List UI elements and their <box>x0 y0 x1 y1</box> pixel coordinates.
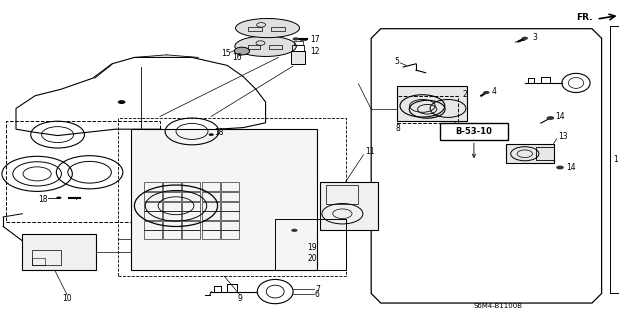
Bar <box>202 182 220 191</box>
Bar <box>202 221 220 230</box>
Bar <box>506 144 554 163</box>
Bar <box>248 45 260 49</box>
Bar <box>22 234 96 270</box>
Bar <box>536 147 554 160</box>
Text: 19: 19 <box>307 243 317 252</box>
Text: 3: 3 <box>532 33 538 42</box>
Bar <box>440 123 508 140</box>
Bar <box>291 51 305 64</box>
Circle shape <box>209 133 214 136</box>
Text: 5: 5 <box>394 57 399 66</box>
Bar <box>144 202 162 211</box>
Circle shape <box>291 229 298 232</box>
Bar <box>32 258 45 265</box>
Bar <box>6 121 160 222</box>
Bar <box>131 129 317 270</box>
Text: 12: 12 <box>310 47 320 56</box>
Bar <box>221 211 239 220</box>
Bar <box>144 182 162 191</box>
Bar <box>163 230 181 239</box>
Text: 4: 4 <box>492 87 497 96</box>
Text: 10: 10 <box>62 294 72 303</box>
Text: 8: 8 <box>396 124 400 133</box>
Bar <box>397 96 458 123</box>
Bar <box>248 27 262 31</box>
Bar <box>144 211 162 220</box>
Bar <box>182 202 200 211</box>
Circle shape <box>483 91 490 94</box>
Bar <box>163 211 181 220</box>
Bar <box>275 219 346 270</box>
Ellipse shape <box>236 19 300 38</box>
Bar <box>182 211 200 220</box>
Bar <box>202 211 220 220</box>
Bar <box>221 182 239 191</box>
Bar <box>182 192 200 201</box>
Text: 11: 11 <box>365 147 374 156</box>
Text: 6: 6 <box>315 290 320 299</box>
Text: 18: 18 <box>214 128 224 137</box>
Text: FR.: FR. <box>576 13 593 22</box>
Bar <box>202 230 220 239</box>
Text: S6M4-B1100B: S6M4-B1100B <box>474 303 523 308</box>
Bar <box>144 221 162 230</box>
Bar <box>144 230 162 239</box>
Bar <box>182 182 200 191</box>
Bar <box>294 41 303 45</box>
Text: 14: 14 <box>556 112 565 121</box>
Bar <box>326 185 358 204</box>
Bar <box>221 221 239 230</box>
Circle shape <box>522 37 528 40</box>
Bar <box>163 202 181 211</box>
Bar <box>182 221 200 230</box>
Text: 17: 17 <box>310 35 320 44</box>
Circle shape <box>234 47 250 55</box>
Bar <box>163 182 181 191</box>
Text: 16: 16 <box>232 53 242 62</box>
Bar <box>144 192 162 201</box>
Text: 18: 18 <box>38 195 48 204</box>
Bar <box>221 192 239 201</box>
Ellipse shape <box>235 36 296 56</box>
Bar <box>221 230 239 239</box>
Circle shape <box>292 37 299 41</box>
Circle shape <box>556 166 564 169</box>
Text: 7: 7 <box>315 285 320 293</box>
Text: 15: 15 <box>221 49 230 58</box>
Bar <box>32 250 61 265</box>
Text: 9: 9 <box>237 294 243 303</box>
Circle shape <box>547 116 554 120</box>
Bar <box>163 221 181 230</box>
Text: 1: 1 <box>613 155 618 164</box>
Bar <box>269 45 282 49</box>
Text: 2: 2 <box>463 90 467 99</box>
Bar <box>221 202 239 211</box>
Bar <box>397 86 467 121</box>
Bar <box>292 45 304 51</box>
Circle shape <box>118 100 125 104</box>
Bar <box>202 202 220 211</box>
Text: 20: 20 <box>307 254 317 263</box>
Circle shape <box>56 197 61 199</box>
Bar <box>202 192 220 201</box>
Bar <box>182 230 200 239</box>
Bar <box>118 118 346 276</box>
Bar <box>320 182 378 230</box>
Bar <box>271 27 285 31</box>
Text: 14: 14 <box>566 163 576 172</box>
Text: B-53-10: B-53-10 <box>456 127 492 136</box>
Text: 13: 13 <box>558 132 568 141</box>
Bar <box>163 192 181 201</box>
